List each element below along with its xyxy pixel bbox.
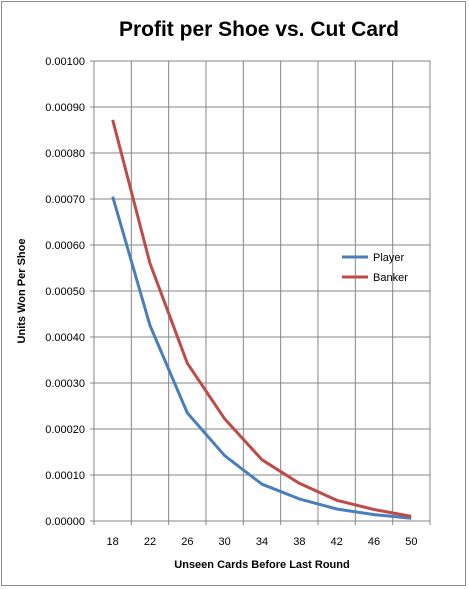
y-tick-label: 0.00100 [45, 56, 85, 68]
y-tick-label: 0.00090 [45, 102, 85, 114]
x-tick-label: 42 [331, 536, 343, 548]
x-axis-ticks: 18 22 26 30 34 38 42 46 50 [93, 521, 431, 548]
x-tick-label: 34 [256, 536, 268, 548]
x-axis-label: Unseen Cards Before Last Round [174, 559, 349, 571]
x-tick-label: 46 [368, 536, 380, 548]
chart-title: Profit per Shoe vs. Cut Card [119, 18, 399, 41]
y-tick-label: 0.00040 [45, 332, 85, 344]
x-tick-label: 26 [181, 536, 193, 548]
y-tick-label: 0.00060 [45, 240, 85, 252]
series-line-banker [111, 119, 412, 518]
y-tick-label: 0.00070 [45, 194, 85, 206]
y-tick-label: 0.00030 [45, 378, 85, 390]
y-axis-label: Units Won Per Shoe [16, 239, 28, 344]
series-lines [111, 119, 412, 520]
legend: Player Banker [342, 252, 408, 284]
y-tick-label: 0.00080 [45, 148, 85, 160]
y-tick-label: 0.00020 [45, 424, 85, 436]
y-axis-ticks: 0.00000 0.00010 0.00020 0.00030 0.00040 0.000… [45, 56, 94, 528]
legend-label-banker: Banker [373, 272, 408, 284]
x-tick-label: 22 [144, 536, 156, 548]
y-tick-label: 0.00000 [45, 516, 85, 528]
x-tick-label: 50 [405, 536, 417, 548]
x-tick-label: 30 [219, 536, 231, 548]
series-line-player [111, 196, 412, 520]
legend-label-player: Player [373, 252, 405, 264]
x-tick-label: 38 [293, 536, 305, 548]
y-tick-label: 0.00010 [45, 470, 85, 482]
y-tick-label: 0.00050 [45, 286, 85, 298]
x-tick-label: 18 [107, 536, 119, 548]
grid-lines [93, 60, 431, 522]
